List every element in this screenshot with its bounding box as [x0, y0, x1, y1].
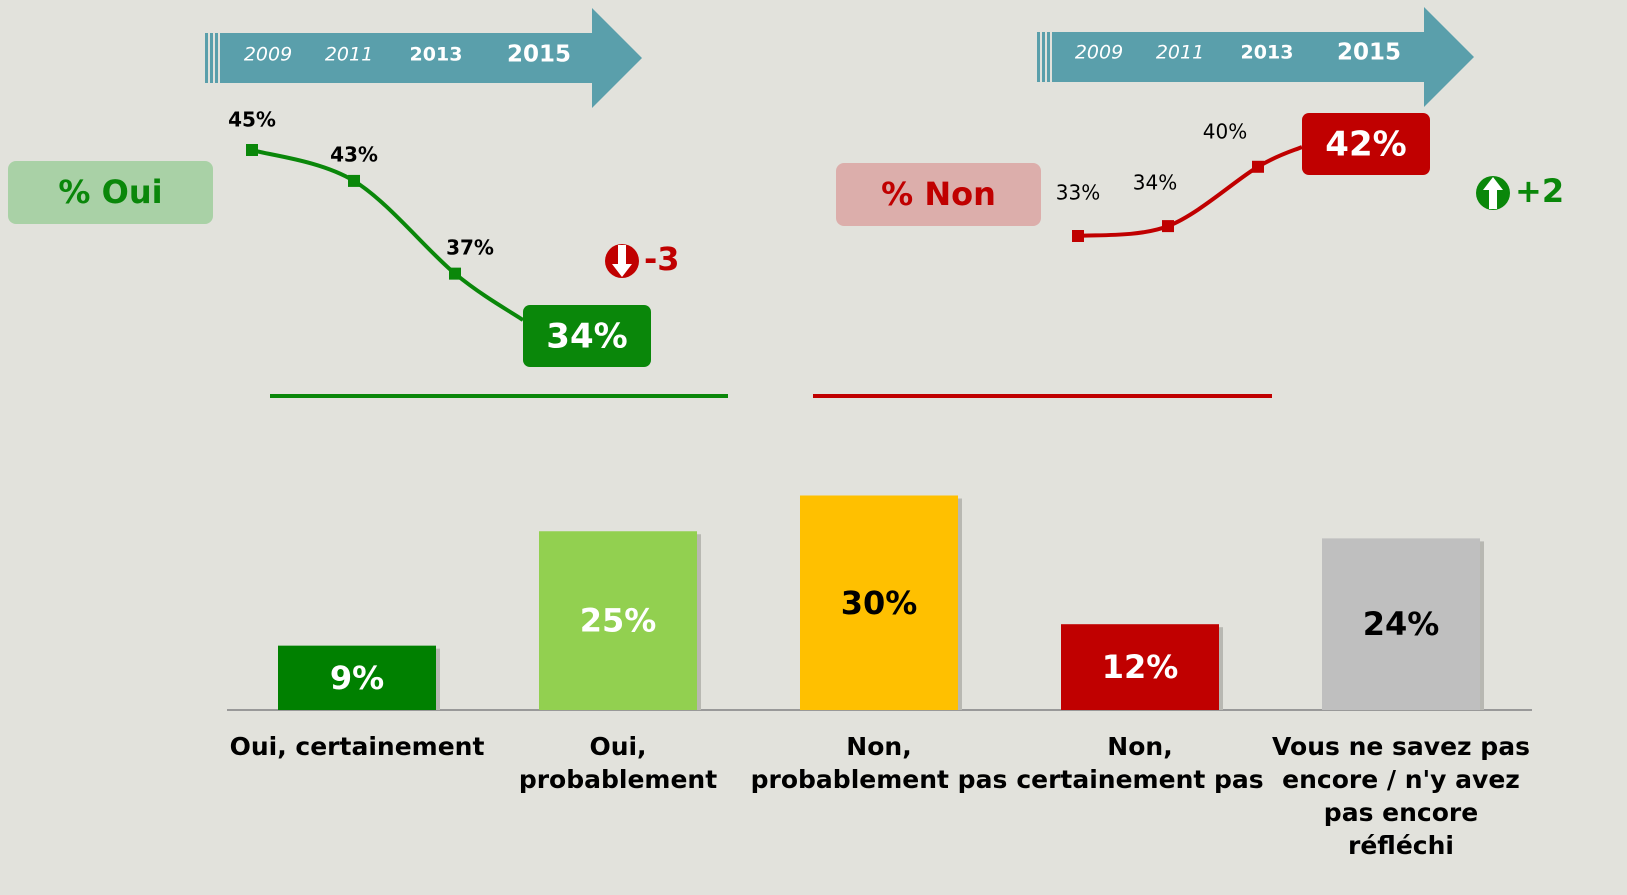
change-arrow — [1483, 177, 1503, 209]
year-label: 2013 — [1241, 42, 1294, 64]
point-label: 34% — [1133, 171, 1177, 195]
last-point-box — [523, 305, 651, 367]
arrow-stripe — [1037, 32, 1040, 82]
year-label: 2011 — [1156, 42, 1204, 64]
trend-line — [1077, 145, 1303, 238]
bar-value-label: 25% — [580, 602, 657, 640]
year-label: 2013 — [410, 44, 463, 66]
last-point-label: 42% — [1325, 125, 1406, 165]
bar-value-label: 9% — [330, 659, 384, 697]
point-marker — [1252, 160, 1264, 173]
timeline-arrow — [1052, 7, 1474, 107]
bar — [1322, 538, 1480, 710]
bar — [539, 531, 697, 710]
point-label: 40% — [1203, 120, 1247, 144]
category-label: Oui, certainement — [229, 732, 485, 761]
bar — [278, 645, 436, 710]
point-label: 45% — [228, 108, 276, 132]
point-label: 43% — [330, 143, 378, 167]
timeline-arrow — [220, 8, 642, 108]
year-label: 2011 — [325, 44, 373, 66]
point-marker — [449, 267, 461, 280]
last-point-label: 34% — [546, 317, 627, 357]
year-label: 2009 — [244, 44, 292, 66]
point-marker — [348, 174, 360, 187]
series-tag — [836, 163, 1041, 226]
bar-value-label: 12% — [1102, 648, 1179, 686]
arrow-stripe — [210, 33, 213, 83]
arrow-stripe — [215, 33, 218, 83]
point-label: 37% — [446, 236, 494, 260]
arrow-stripe — [205, 33, 208, 83]
bar — [800, 495, 958, 710]
bar — [1061, 624, 1219, 710]
year-label: 2015 — [507, 42, 571, 68]
trend-line — [251, 148, 525, 322]
change-label: -3 — [644, 240, 680, 278]
series-tag-label: % Non — [881, 175, 996, 213]
year-label: 2009 — [1075, 42, 1123, 64]
year-label: 2015 — [1337, 40, 1401, 66]
series-tag — [8, 161, 213, 224]
point-marker — [1072, 230, 1084, 242]
category-label: Oui, probablement — [518, 732, 718, 794]
last-point-box — [1302, 113, 1430, 175]
category-label: Vous ne savez pas encore / n'y avez pas … — [1272, 732, 1530, 860]
bar-value-label: 30% — [841, 584, 918, 622]
point-marker — [246, 144, 258, 156]
point-marker — [1162, 220, 1174, 233]
arrow-stripe — [1042, 32, 1045, 82]
category-label: Non, probablement pas — [750, 732, 1008, 794]
change-arrow — [612, 245, 632, 277]
series-tag-label: % Oui — [58, 173, 162, 211]
point-label: 33% — [1056, 181, 1100, 205]
arrow-stripe — [1047, 32, 1050, 82]
category-label: Non, certainement pas — [1016, 732, 1264, 794]
bar-value-label: 24% — [1363, 605, 1440, 643]
change-label: +2 — [1515, 172, 1564, 210]
